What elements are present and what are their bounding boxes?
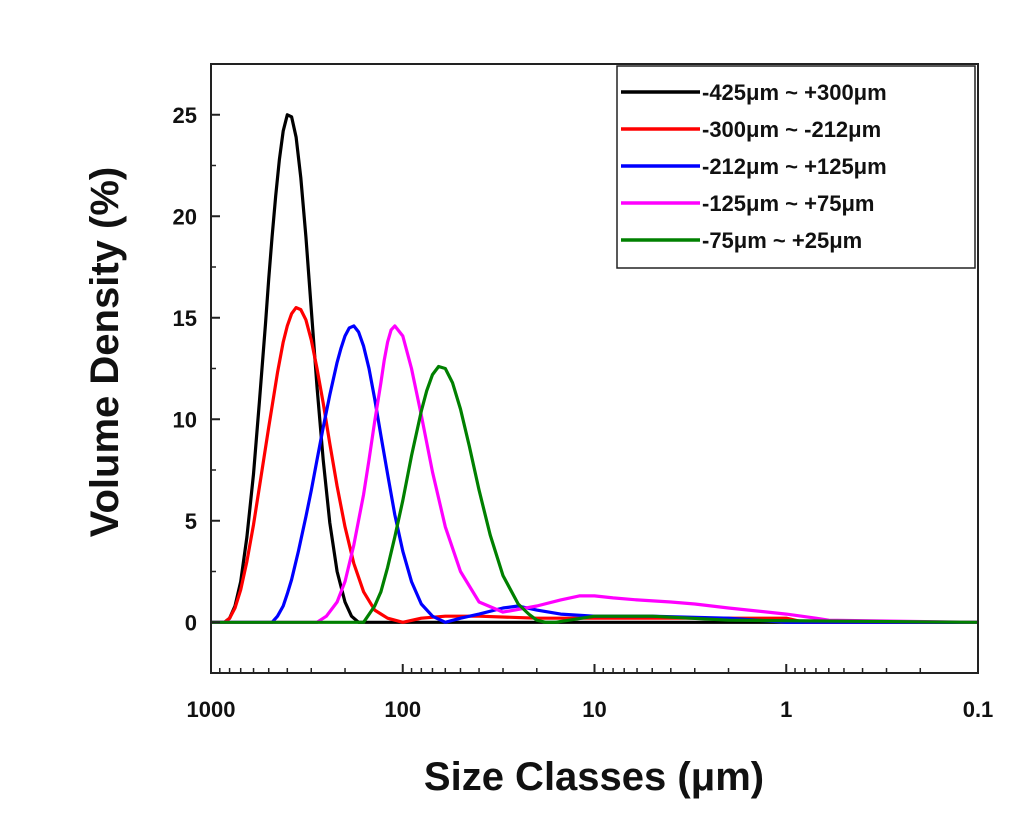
legend-label: -212μm ~ +125μm <box>702 154 887 179</box>
legend: -425μm ~ +300μm -300μm ~ -212μm -212μm ~ +… <box>616 65 976 269</box>
series-line-1 <box>211 113 978 624</box>
y-tick-label: 25 <box>173 103 197 128</box>
y-tick-label: 20 <box>173 204 197 229</box>
x-tick-label: 10 <box>582 697 606 722</box>
legend-label: -300μm ~ -212μm <box>702 117 881 142</box>
legend-label: -425μm ~ +300μm <box>702 80 887 105</box>
y-tick-label: 5 <box>185 509 197 534</box>
x-axis: 1000 100 10 1 0.1 <box>187 664 994 722</box>
x-tick-label: 1000 <box>187 697 236 722</box>
y-axis-title: Volume Density (%) <box>83 167 127 537</box>
x-tick-label: 0.1 <box>963 697 994 722</box>
legend-label: -75μm ~ +25μm <box>702 228 862 253</box>
y-tick-label: 15 <box>173 306 197 331</box>
series-line-5 <box>211 364 978 624</box>
series-layer <box>211 113 978 624</box>
series-line-4 <box>211 324 978 624</box>
x-tick-label: 100 <box>384 697 421 722</box>
x-tick-label: 1 <box>780 697 792 722</box>
x-axis-title: Size Classes (μm) <box>424 755 764 799</box>
y-tick-label: 0 <box>185 610 197 635</box>
legend-label: -125μm ~ +75μm <box>702 191 874 216</box>
y-axis: 0 5 10 15 20 25 <box>173 63 220 674</box>
y-tick-label: 10 <box>173 407 197 432</box>
